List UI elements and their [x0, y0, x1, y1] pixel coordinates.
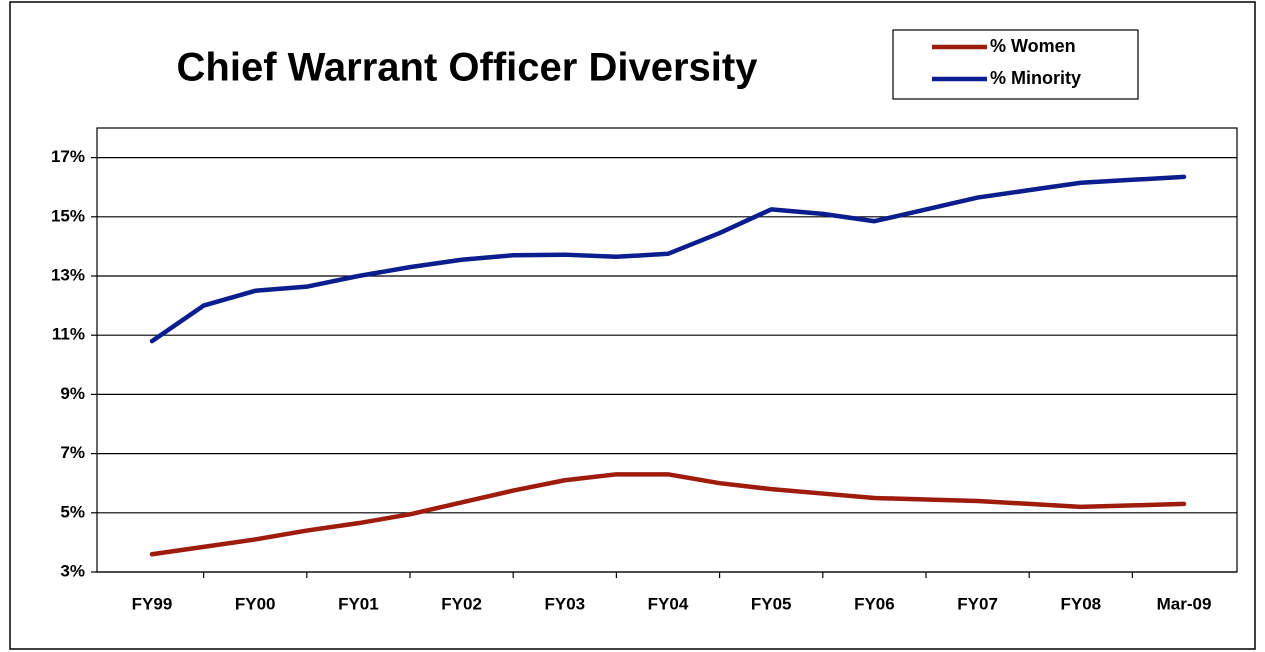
y-tick-label: 5% — [60, 502, 85, 521]
x-tick-label: FY06 — [854, 594, 895, 613]
plot-area — [96, 127, 1238, 573]
x-tick-label: FY00 — [235, 594, 276, 613]
chart-title: Chief Warrant Officer Diversity — [177, 46, 759, 90]
x-tick-label: FY03 — [544, 594, 585, 613]
x-tick-label: Mar-09 — [1157, 594, 1212, 613]
x-tick-label: FY05 — [751, 594, 792, 613]
x-tick-label: FY99 — [132, 594, 173, 613]
y-tick-label: 13% — [51, 265, 85, 284]
x-tick-label: FY01 — [338, 594, 379, 613]
x-tick-label: FY02 — [441, 594, 482, 613]
y-tick-label: 11% — [52, 325, 85, 344]
series-line — [149, 472, 1187, 557]
legend-label: % Women — [990, 36, 1076, 56]
series-line — [149, 174, 1187, 344]
y-tick-label: 15% — [51, 206, 85, 225]
legend-box — [892, 29, 1139, 100]
legend-label: % Minority — [990, 68, 1081, 88]
y-tick-label: 7% — [60, 443, 85, 462]
x-tick-label: FY08 — [1060, 594, 1101, 613]
y-tick-label: 17% — [51, 147, 85, 166]
y-tick-label: 3% — [60, 561, 85, 580]
x-tick-label: FY07 — [957, 594, 998, 613]
x-tick-label: FY04 — [648, 594, 689, 613]
y-tick-label: 9% — [60, 384, 85, 403]
